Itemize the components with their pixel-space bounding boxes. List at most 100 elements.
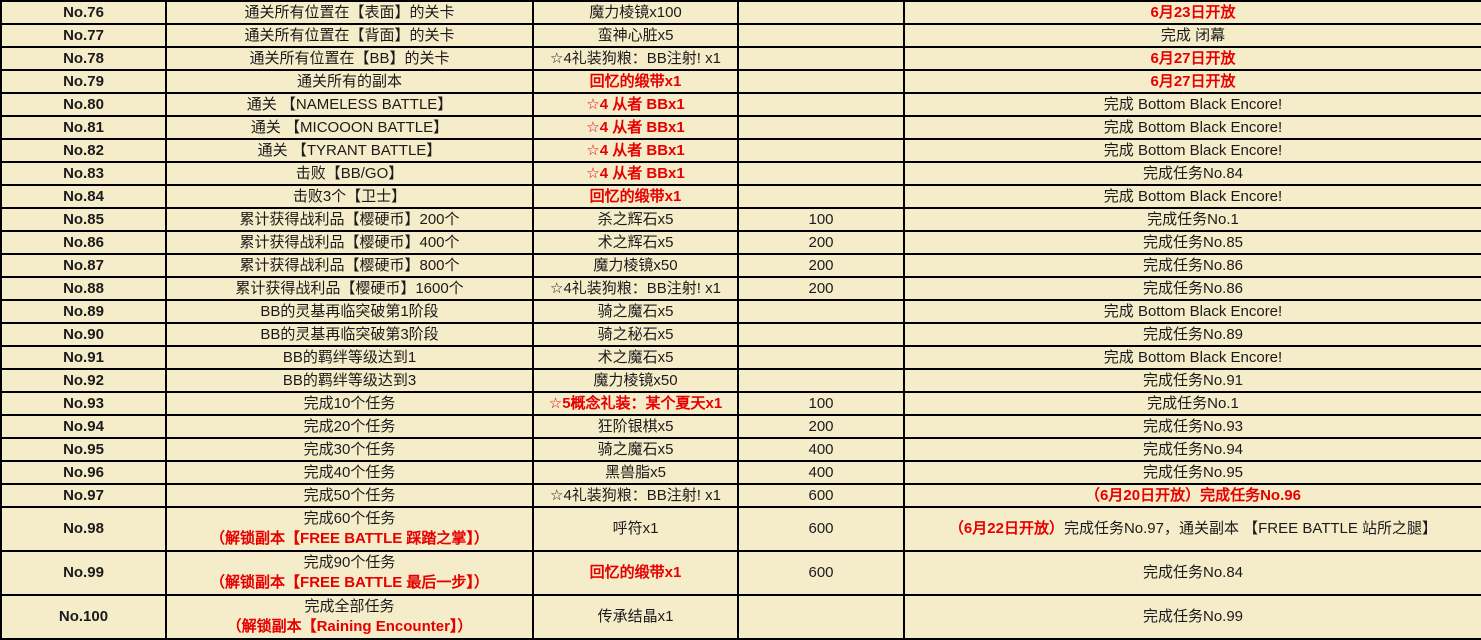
quest-condition-cell: 完成任务No.95 xyxy=(903,460,1481,485)
quest-task-cell: 完成10个任务 xyxy=(165,391,534,416)
table-row: No.95 完成30个任务 骑之魔石x5 400 完成任务No.94 xyxy=(0,437,1481,462)
quest-condition-cell: 完成 Bottom Black Encore! xyxy=(903,345,1481,370)
quest-points-cell: 600 xyxy=(737,550,905,596)
quest-task-cell: 通关所有位置在【表面】的关卡 xyxy=(165,0,534,25)
quest-no-cell: No.83 xyxy=(0,161,167,186)
quest-condition-segment: 完成任务No.91 xyxy=(1142,371,1244,389)
quest-points-cell: 100 xyxy=(737,391,905,416)
quest-condition-segment: 完成任务No.94 xyxy=(1142,440,1244,458)
quest-task-line: 累计获得战利品【樱硬币】400个 xyxy=(239,233,460,251)
quest-reward-text: ☆4 从者 BBx1 xyxy=(586,118,685,136)
quest-condition-segment: 完成任务No.84 xyxy=(1142,164,1244,182)
quest-task-line: 通关 【NAMELESS BATTLE】 xyxy=(246,95,453,113)
quest-task-line: 通关所有的副本 xyxy=(296,72,402,90)
quest-reward-text: ☆5概念礼装：某个夏天x1 xyxy=(548,394,723,412)
table-row: No.98 完成60个任务 （解锁副本【FREE BATTLE 踩踏之掌】） 呼符x1… xyxy=(0,506,1481,552)
quest-task-cell: BB的羁绊等级达到1 xyxy=(165,345,534,370)
quest-condition-segment: （6月20日开放）完成任务No.96 xyxy=(1085,486,1301,504)
quest-points-cell: 200 xyxy=(737,414,905,439)
table-row: No.99 完成90个任务 （解锁副本【FREE BATTLE 最后一步】） 回忆的缎… xyxy=(0,550,1481,596)
quest-condition-cell: 完成任务No.1 xyxy=(903,207,1481,232)
quest-condition-cell: （6月22日开放）完成任务No.97，通关副本 【FREE BATTLE 站所之… xyxy=(903,506,1481,552)
quest-task-line: BB的羁绊等级达到1 xyxy=(282,348,417,366)
quest-condition-cell: 完成 Bottom Black Encore! xyxy=(903,115,1481,140)
quest-task-line: 通关所有位置在【背面】的关卡 xyxy=(244,26,455,44)
quest-reward-text: 回忆的缎带x1 xyxy=(589,187,682,205)
quest-condition-cell: 完成任务No.86 xyxy=(903,253,1481,278)
table-row: No.82 通关 【TYRANT BATTLE】 ☆4 从者 BBx1 完成 Bott… xyxy=(0,138,1481,163)
quest-task-cell: 通关 【MICOOON BATTLE】 xyxy=(165,115,534,140)
quest-condition-cell: 完成任务No.99 xyxy=(903,594,1481,640)
quest-no-cell: No.81 xyxy=(0,115,167,140)
quest-reward-cell: 术之辉石x5 xyxy=(532,230,739,255)
quest-points-cell xyxy=(737,594,905,640)
quest-task-line: BB的羁绊等级达到3 xyxy=(282,371,417,389)
quest-reward-cell: ☆4礼装狗粮：BB注射! x1 xyxy=(532,483,739,508)
quest-condition-segment: 完成任务No.95 xyxy=(1142,463,1244,481)
quest-reward-cell: ☆5概念礼装：某个夏天x1 xyxy=(532,391,739,416)
quest-condition-cell: 完成 Bottom Black Encore! xyxy=(903,92,1481,117)
quest-task-line: 完成40个任务 xyxy=(303,463,396,481)
quest-reward-cell: ☆4 从者 BBx1 xyxy=(532,92,739,117)
quest-task-cell: BB的灵基再临突破第3阶段 xyxy=(165,322,534,347)
quest-no-cell: No.94 xyxy=(0,414,167,439)
quest-condition-segment: 完成 Bottom Black Encore! xyxy=(1103,95,1283,113)
quest-task-line: 完成10个任务 xyxy=(303,394,396,412)
quest-no-cell: No.86 xyxy=(0,230,167,255)
quest-task-line: 通关 【TYRANT BATTLE】 xyxy=(257,141,442,159)
table-row: No.80 通关 【NAMELESS BATTLE】 ☆4 从者 BBx1 完成 Bo… xyxy=(0,92,1481,117)
table-row: No.97 完成50个任务 ☆4礼装狗粮：BB注射! x1 600 （6月20日开放）完… xyxy=(0,483,1481,508)
quest-task-cell: 完成40个任务 xyxy=(165,460,534,485)
table-row: No.85 累计获得战利品【樱硬币】200个 杀之辉石x5 100 完成任务No.1 xyxy=(0,207,1481,232)
quest-points-cell xyxy=(737,368,905,393)
quest-task-cell: 完成全部任务 （解锁副本【Raining Encounter】） xyxy=(165,594,534,640)
quest-task-line: 完成60个任务 xyxy=(303,510,396,527)
quest-task-line: 完成30个任务 xyxy=(303,440,396,458)
quest-condition-cell: 6月27日开放 xyxy=(903,69,1481,94)
quest-condition-segment: 完成任务No.93 xyxy=(1142,417,1244,435)
quest-condition-segment: 完成 闭幕 xyxy=(1160,26,1226,44)
quest-task-cell: 完成20个任务 xyxy=(165,414,534,439)
quest-condition-cell: 完成任务No.84 xyxy=(903,550,1481,596)
quest-no-cell: No.77 xyxy=(0,23,167,48)
quest-task-line: 完成50个任务 xyxy=(303,486,396,504)
quest-reward-cell: 魔力棱镜x50 xyxy=(532,253,739,278)
quest-task-line: 通关所有位置在【BB】的关卡 xyxy=(249,49,450,67)
quest-no-cell: No.98 xyxy=(0,506,167,552)
quest-reward-cell: ☆4礼装狗粮：BB注射! x1 xyxy=(532,46,739,71)
quest-no-cell: No.92 xyxy=(0,368,167,393)
table-row: No.89 BB的灵基再临突破第1阶段 骑之魔石x5 完成 Bottom Black … xyxy=(0,299,1481,324)
quest-points-cell xyxy=(737,46,905,71)
quest-no-cell: No.99 xyxy=(0,550,167,596)
quest-points-cell: 200 xyxy=(737,230,905,255)
table-row: No.77 通关所有位置在【背面】的关卡 蛮神心脏x5 完成 闭幕 xyxy=(0,23,1481,48)
quest-reward-cell: 回忆的缎带x1 xyxy=(532,184,739,209)
quest-points-cell: 200 xyxy=(737,276,905,301)
quest-task-line: 完成90个任务 xyxy=(303,554,396,571)
quest-no-cell: No.97 xyxy=(0,483,167,508)
quest-task-line: （解锁副本【Raining Encounter】） xyxy=(226,618,473,635)
quest-condition-cell: 完成 闭幕 xyxy=(903,23,1481,48)
quest-reward-text: 魔力棱镜x100 xyxy=(589,3,682,21)
quest-no-cell: No.79 xyxy=(0,69,167,94)
table-row: No.90 BB的灵基再临突破第3阶段 骑之秘石x5 完成任务No.89 xyxy=(0,322,1481,347)
quest-reward-cell: 蛮神心脏x5 xyxy=(532,23,739,48)
quest-task-line: 通关所有位置在【表面】的关卡 xyxy=(244,3,455,21)
quest-no-cell: No.90 xyxy=(0,322,167,347)
quest-points-cell xyxy=(737,115,905,140)
quest-task-cell: 完成50个任务 xyxy=(165,483,534,508)
quest-reward-text: 魔力棱镜x50 xyxy=(593,371,678,389)
quest-no-cell: No.78 xyxy=(0,46,167,71)
table-row: No.84 击败3个【卫士】 回忆的缎带x1 完成 Bottom Black Enco… xyxy=(0,184,1481,209)
quest-condition-segment: （6月22日开放） xyxy=(948,520,1064,537)
quest-condition-segment: 完成任务No.84 xyxy=(1142,564,1244,581)
quest-no-cell: No.88 xyxy=(0,276,167,301)
quest-points-cell: 100 xyxy=(737,207,905,232)
table-row: No.93 完成10个任务 ☆5概念礼装：某个夏天x1 100 完成任务No.1 xyxy=(0,391,1481,416)
quest-points-cell: 600 xyxy=(737,506,905,552)
quest-condition-cell: 完成任务No.93 xyxy=(903,414,1481,439)
quest-points-cell: 400 xyxy=(737,460,905,485)
table-row: No.91 BB的羁绊等级达到1 术之魔石x5 完成 Bottom Black Enc… xyxy=(0,345,1481,370)
